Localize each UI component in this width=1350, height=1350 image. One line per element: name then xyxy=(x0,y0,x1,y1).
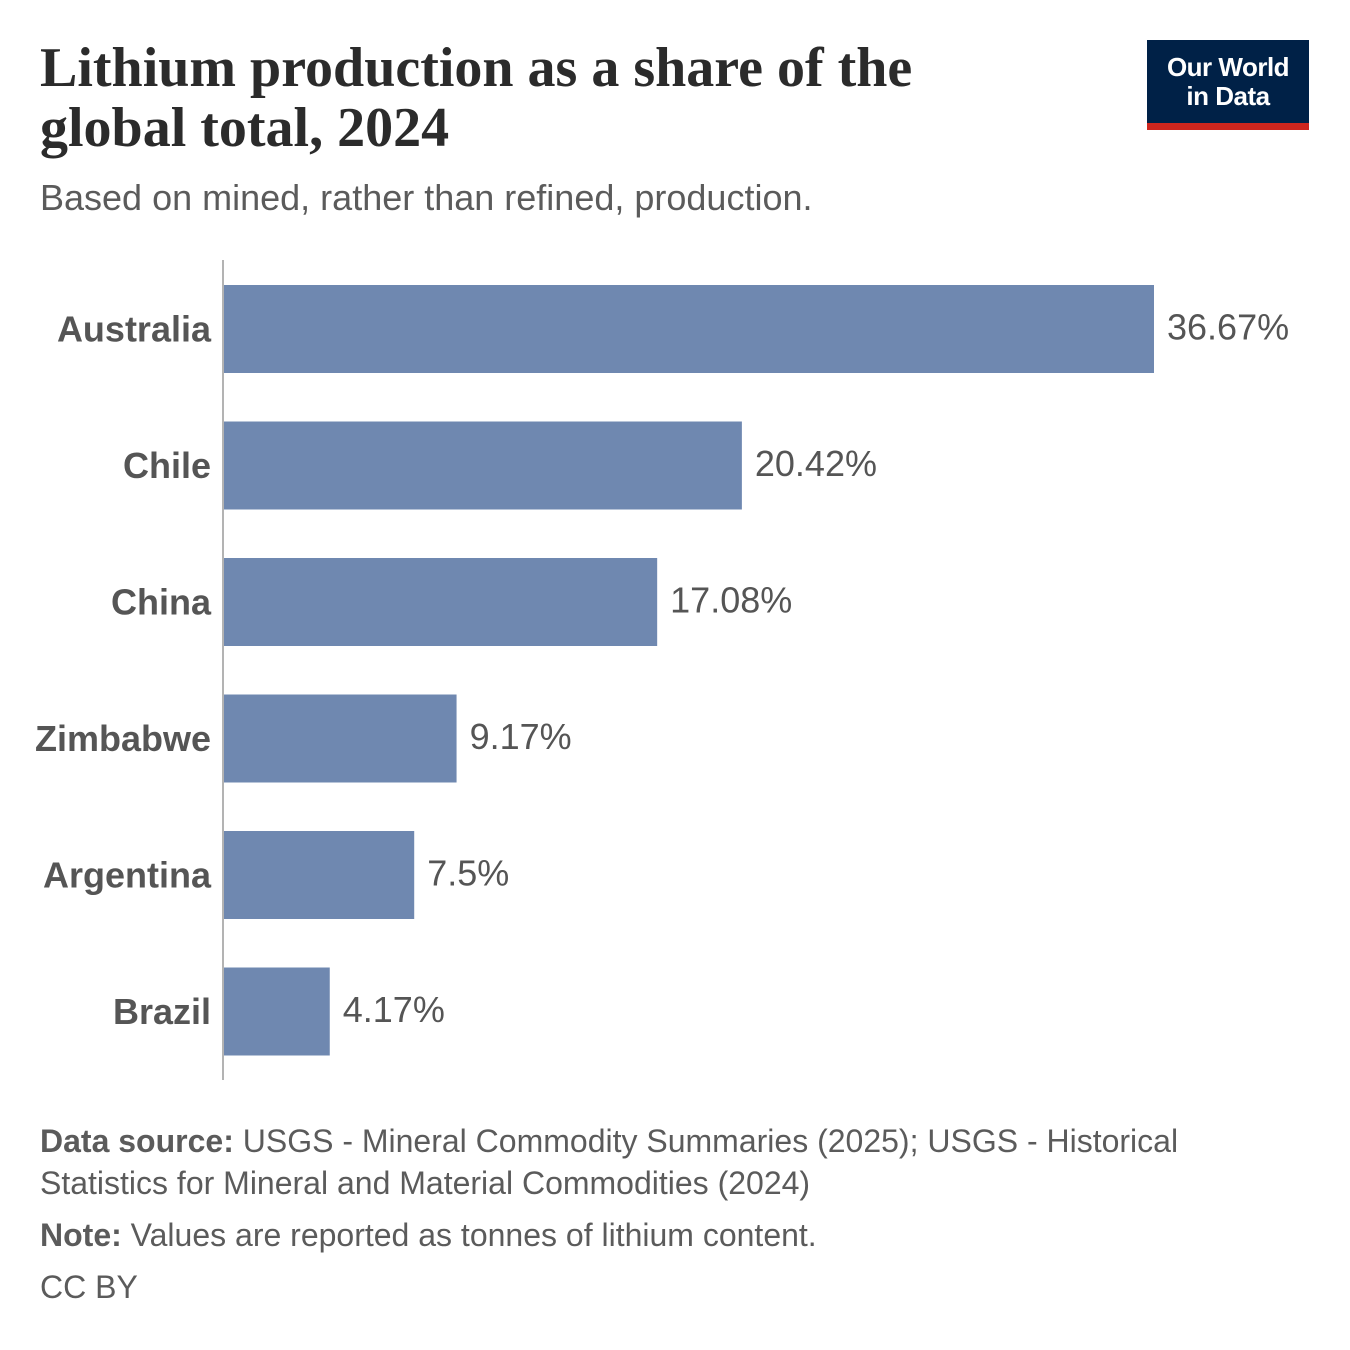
value-label-brazil: 4.17% xyxy=(343,989,445,1030)
bar-chart: Australia 36.67% Chile 20.42% China 17.08% Zim… xyxy=(35,260,1289,1080)
chart-subtitle: Based on mined, rather than refined, pro… xyxy=(40,177,813,218)
owid-logo[interactable]: Our World in Data xyxy=(1147,40,1309,130)
category-label-argentina: Argentina xyxy=(43,855,212,896)
note-line: Note: Values are reported as tonnes of l… xyxy=(40,1214,1310,1256)
category-label-australia: Australia xyxy=(57,309,212,350)
bar-zimbabwe[interactable] xyxy=(224,694,457,783)
bar-brazil[interactable] xyxy=(224,967,330,1056)
license-text: CC BY xyxy=(40,1269,138,1305)
bar-chile[interactable] xyxy=(224,421,742,510)
category-label-china: China xyxy=(111,582,212,623)
value-label-chile: 20.42% xyxy=(755,443,877,484)
category-label-chile: Chile xyxy=(123,445,211,486)
source-line: Data source: USGS - Mineral Commodity Su… xyxy=(40,1120,1310,1204)
value-label-zimbabwe: 9.17% xyxy=(470,716,572,757)
logo-line-2: in Data xyxy=(1186,80,1270,111)
value-label-australia: 36.67% xyxy=(1167,307,1289,348)
bar-australia[interactable] xyxy=(224,285,1154,373)
category-label-brazil: Brazil xyxy=(113,991,211,1032)
logo-line-1: Our World xyxy=(1166,51,1290,82)
source-label: Data source: xyxy=(40,1123,234,1159)
value-label-china: 17.08% xyxy=(670,580,792,621)
note-text: Values are reported as tonnes of lithium… xyxy=(121,1217,817,1253)
source-text: USGS - Mineral Commodity Summaries (2025… xyxy=(40,1123,1179,1201)
category-label-zimbabwe: Zimbabwe xyxy=(35,718,211,759)
chart-footer: Data source: USGS - Mineral Commodity Su… xyxy=(40,1120,1310,1308)
note-label: Note: xyxy=(40,1217,122,1253)
chart-title: Lithium production as a share of the glo… xyxy=(40,37,913,159)
bar-china[interactable] xyxy=(224,558,658,646)
value-label-argentina: 7.5% xyxy=(427,853,509,894)
bar-argentina[interactable] xyxy=(224,831,415,919)
